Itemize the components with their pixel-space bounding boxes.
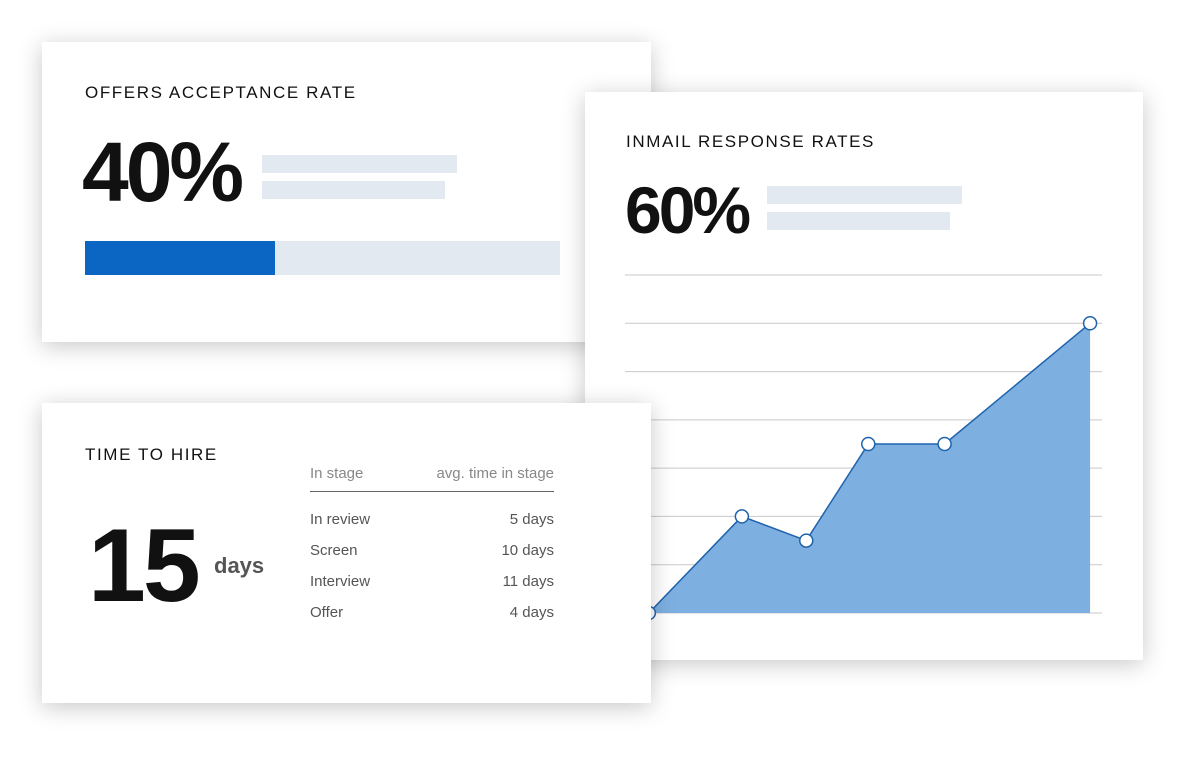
stage-time: 5 days <box>509 511 554 528</box>
area-chart <box>625 274 1102 621</box>
point <box>734 509 750 524</box>
unit: days <box>214 553 265 578</box>
big-value: 60% <box>625 173 751 247</box>
placeholder <box>767 186 962 204</box>
big-value: 40% <box>82 125 244 219</box>
line <box>648 322 1091 614</box>
big-value: 15 <box>88 508 201 624</box>
stage-name: Offer <box>310 604 344 621</box>
point <box>937 436 952 452</box>
offers-card: OFFERS ACCEPTANCE RATE 40% <box>42 42 651 342</box>
card-title: INMAIL RESPONSE RATES <box>626 132 875 151</box>
stage-name: Interview <box>310 573 371 590</box>
progress-track <box>85 241 560 275</box>
stage-row: Screen 10 days <box>310 535 554 566</box>
progress-fill <box>85 241 275 275</box>
stage-name: In review <box>310 511 371 528</box>
placeholder <box>767 212 950 230</box>
point <box>799 533 814 548</box>
inmail-card: INMAIL RESPONSE RATES 60% <box>585 92 1143 660</box>
stage-time: 11 days <box>502 573 554 590</box>
column-header: In stage <box>310 465 393 492</box>
area <box>648 323 1091 613</box>
point <box>861 436 876 452</box>
placeholder <box>262 181 445 199</box>
stage-table: In stage avg. time in stage In review 5 d… <box>310 465 554 628</box>
stage-row: In review 5 days <box>310 492 554 536</box>
point <box>1082 316 1098 331</box>
placeholder <box>262 155 457 173</box>
card-title: TIME TO HIRE <box>85 445 218 464</box>
stage-row: Offer 4 days <box>310 597 554 628</box>
column-header: avg. time in stage <box>392 465 554 492</box>
time-card: TIME TO HIRE 15 days In stage avg. time … <box>42 403 651 703</box>
stage-time: 10 days <box>501 542 554 559</box>
card-title: OFFERS ACCEPTANCE RATE <box>85 83 357 102</box>
stage-time: 4 days <box>509 604 554 621</box>
stage-name: Screen <box>310 542 358 559</box>
stage-row: Interview 11 days <box>310 566 554 597</box>
